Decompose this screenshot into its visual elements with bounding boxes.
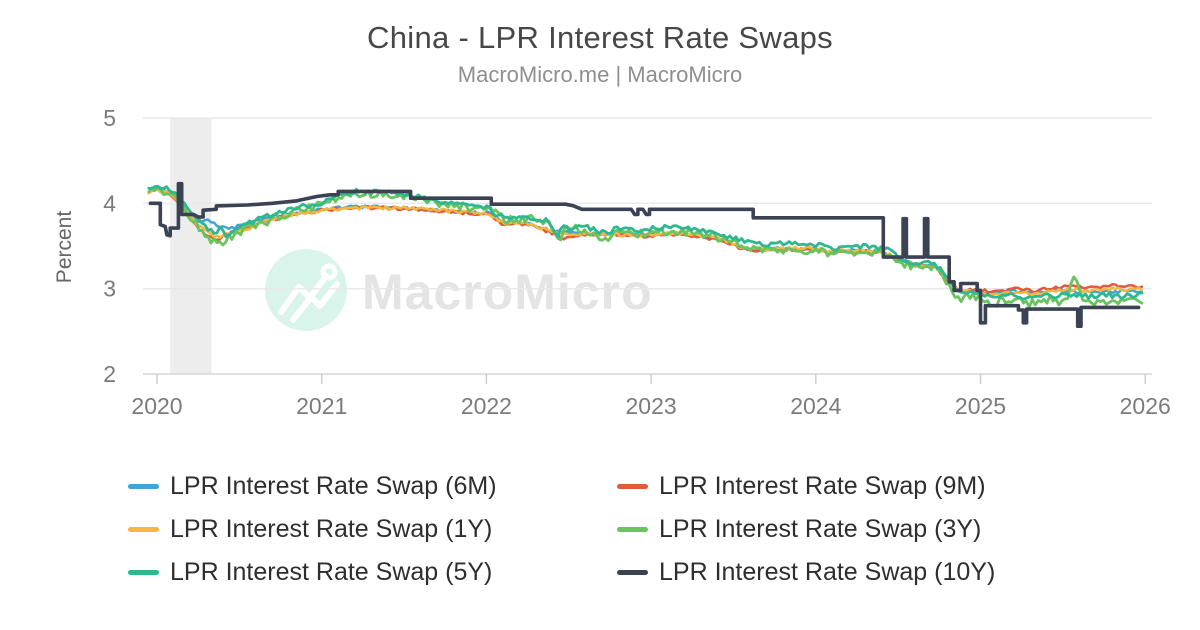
macromicro-watermark: MacroMicro [265,249,653,331]
x-tick-label-2024: 2024 [790,393,841,419]
y-tick-label-3: 3 [103,276,116,302]
chart-subtitle: MacroMicro.me | MacroMicro [457,62,743,87]
y-tick-label-2: 2 [103,361,116,387]
x-tick-label-2023: 2023 [626,393,677,419]
legend-item-1y[interactable]: LPR Interest Rate Swap (1Y) [128,515,617,544]
x-tick-label-2022: 2022 [461,393,512,419]
x-axis [143,373,1152,384]
y-tick-label-4: 4 [103,190,116,216]
x-tick-label-2020: 2020 [131,393,182,419]
series-line-5 [147,184,1144,301]
recession-band-rect [170,118,212,374]
legend-item-5y[interactable]: LPR Interest Rate Swap (5Y) [128,558,617,587]
watermark-logo-icon [278,263,340,323]
legend-label-6m: LPR Interest Rate Swap (6M) [170,472,497,500]
data-series [147,181,1144,329]
series-line-4 [147,186,1144,309]
legend-swatch-1y [128,527,159,532]
legend-item-9m[interactable]: LPR Interest Rate Swap (9M) [617,472,995,501]
legend-label-9m: LPR Interest Rate Swap (9M) [659,472,986,500]
legend-item-3y[interactable]: LPR Interest Rate Swap (3Y) [617,515,995,544]
chart-legend: LPR Interest Rate Swap (6M) LPR Interest… [128,472,995,587]
legend-item-6m[interactable]: LPR Interest Rate Swap (6M) [128,472,617,501]
watermark-text: MacroMicro [362,264,653,320]
legend-label-5y: LPR Interest Rate Swap (5Y) [170,558,493,586]
legend-label-10y: LPR Interest Rate Swap (10Y) [659,558,996,586]
chart-title: China - LPR Interest Rate Swaps [367,20,833,55]
x-tick-label-2025: 2025 [955,393,1006,419]
legend-swatch-10y [617,570,648,575]
legend-swatch-6m [128,484,159,489]
series-line-6 [148,181,1141,329]
legend-swatch-9m [617,484,648,489]
legend-item-10y[interactable]: LPR Interest Rate Swap (10Y) [617,558,995,587]
legend-label-1y: LPR Interest Rate Swap (1Y) [170,515,493,543]
axis-tick-labels: 2020 2021 2022 2023 2024 2025 2026 5 4 3 2 [103,105,1171,419]
legend-swatch-5y [128,570,159,575]
x-tick-label-2021: 2021 [296,393,347,419]
y-tick-label-5: 5 [103,105,116,131]
legend-swatch-3y [617,527,648,532]
x-tick-label-2026: 2026 [1120,393,1171,419]
legend-label-3y: LPR Interest Rate Swap (3Y) [659,515,982,543]
recession-band [170,118,212,374]
